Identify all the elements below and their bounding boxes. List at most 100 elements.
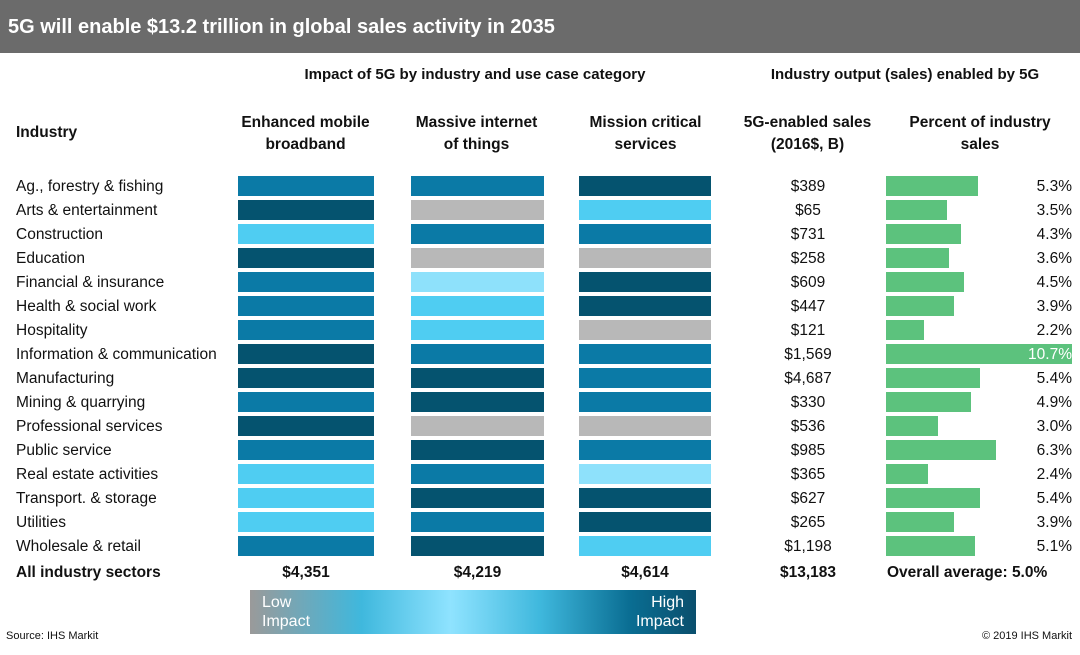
pct-value: 3.9% — [1036, 298, 1072, 315]
mc-impact-cell — [579, 440, 711, 460]
miot-impact-cell — [411, 296, 544, 316]
miot-impact-cell — [411, 464, 544, 484]
embb-impact-cell — [238, 392, 374, 412]
mc-impact-cell — [579, 368, 711, 388]
industry-label: Public service — [16, 442, 112, 459]
miot-impact-cell — [411, 248, 544, 268]
sales-value: $627 — [790, 490, 826, 507]
embb-impact-cell — [238, 224, 374, 244]
output-group-header: Industry output (sales) enabled by 5G — [770, 66, 1040, 83]
miot-impact-cell — [411, 512, 544, 532]
mc-impact-cell — [579, 536, 711, 556]
mc-impact-cell — [579, 296, 711, 316]
sales-value: $1,198 — [784, 538, 832, 555]
embb-impact-cell — [238, 512, 374, 532]
legend-high-line-2: Impact — [635, 613, 684, 630]
mc-impact-cell — [579, 272, 711, 292]
pct-bar — [886, 272, 964, 292]
legend-high-line-1: High — [651, 594, 684, 611]
industry-label: Financial & insurance — [16, 274, 165, 291]
pct-value: 5.4% — [1036, 490, 1072, 507]
legend-high-label: High Impact — [636, 593, 684, 631]
mc-impact-cell — [579, 200, 711, 220]
embb-impact-cell — [238, 320, 374, 340]
pct-bar — [886, 368, 980, 388]
embb-header-line-2: broadband — [265, 136, 346, 153]
miot-impact-cell — [411, 488, 544, 508]
industry-label: Manufacturing — [16, 370, 115, 387]
totals-pct: Overall average: 5.0% — [887, 564, 1048, 581]
pct-bar — [886, 392, 971, 412]
chart-title: 5G will enable $13.2 trillion in global … — [0, 0, 1080, 53]
sales-value: $1,569 — [784, 346, 832, 363]
sales-header-line-1: 5G-enabled sales — [743, 114, 872, 131]
industry-label: Construction — [16, 226, 104, 243]
pct-bar — [886, 320, 924, 340]
legend-low-label: Low Impact — [262, 593, 310, 631]
sales-value: $536 — [790, 418, 826, 435]
sales-value: $389 — [790, 178, 826, 195]
industry-label: Education — [16, 250, 85, 267]
pct-value: 4.3% — [1036, 226, 1072, 243]
mc-impact-cell — [579, 176, 711, 196]
totals-miot: $4,219 — [453, 564, 502, 581]
sales-value: $365 — [790, 466, 826, 483]
embb-impact-cell — [238, 536, 374, 556]
pct-bar — [886, 488, 980, 508]
sales-value: $258 — [790, 250, 826, 267]
pct-value: 5.3% — [1036, 178, 1072, 195]
mc-header-line-2: services — [614, 136, 677, 153]
mc-impact-cell — [579, 248, 711, 268]
pct-value: 2.2% — [1036, 322, 1072, 339]
pct-value: 3.5% — [1036, 202, 1072, 219]
mc-impact-cell — [579, 392, 711, 412]
industry-label: Health & social work — [16, 298, 157, 315]
pct-value: 5.1% — [1036, 538, 1072, 555]
totals-label: All industry sectors — [16, 564, 161, 581]
miot-impact-cell — [411, 392, 544, 412]
miot-impact-cell — [411, 368, 544, 388]
pct-bar — [886, 296, 954, 316]
mc-impact-cell — [579, 320, 711, 340]
miot-impact-cell — [411, 416, 544, 436]
miot-impact-cell — [411, 440, 544, 460]
miot-impact-cell — [411, 224, 544, 244]
mc-header-line-1: Mission critical — [589, 114, 702, 131]
embb-impact-cell — [238, 176, 374, 196]
sales-value: $265 — [790, 514, 826, 531]
pct-bar — [886, 416, 938, 436]
pct-value: 10.7% — [1028, 346, 1072, 363]
legend-low-line-1: Low — [262, 594, 292, 611]
impact-color-legend: Low Impact High Impact — [250, 590, 696, 634]
embb-impact-cell — [238, 488, 374, 508]
embb-impact-cell — [238, 416, 374, 436]
pct-bar — [886, 344, 1072, 364]
miot-impact-cell — [411, 176, 544, 196]
pct-bar — [886, 200, 947, 220]
embb-impact-cell — [238, 344, 374, 364]
miot-impact-cell — [411, 536, 544, 556]
pct-header-line-1: Percent of industry — [909, 114, 1051, 131]
embb-impact-cell — [238, 368, 374, 388]
sales-column-header: 5G-enabled sales (2016$, B) — [730, 112, 885, 156]
embb-header-line-1: Enhanced mobile — [241, 114, 370, 131]
embb-impact-cell — [238, 272, 374, 292]
sales-value: $731 — [790, 226, 826, 243]
industry-label: Mining & quarrying — [16, 394, 146, 411]
industry-label: Utilities — [16, 514, 66, 531]
industry-label: Ag., forestry & fishing — [16, 178, 164, 195]
miot-impact-cell — [411, 344, 544, 364]
industry-label: Wholesale & retail — [16, 538, 141, 555]
industry-label: Hospitality — [16, 322, 88, 339]
industry-label: Transport. & storage — [16, 490, 157, 507]
pct-bar — [886, 176, 978, 196]
mc-impact-cell — [579, 512, 711, 532]
pct-value: 5.4% — [1036, 370, 1072, 387]
pct-column-header: Percent of industry sales — [895, 112, 1065, 156]
miot-header-line-2: of things — [443, 136, 510, 153]
miot-impact-cell — [411, 320, 544, 340]
sales-value: $121 — [790, 322, 826, 339]
pct-bar — [886, 248, 949, 268]
pct-value: 6.3% — [1036, 442, 1072, 459]
